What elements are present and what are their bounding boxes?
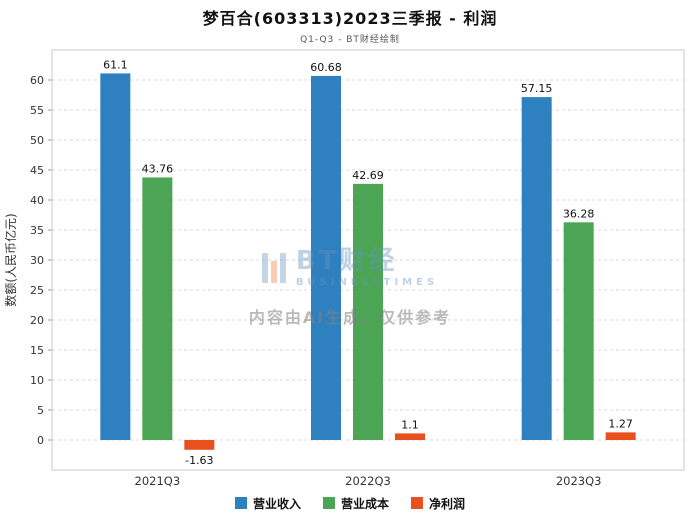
chart-title: 梦百合(603313)2023三季报 - 利润 xyxy=(202,9,498,28)
plot-border xyxy=(51,49,685,471)
bar-净利润-2023Q3 xyxy=(605,432,636,440)
chart-area: 0 5 10 15 20 25 30 35 40 45 50 55 60 数额(人民币亿元) 2021Q3 6… xyxy=(0,47,700,489)
x-tick-label: 2023Q3 xyxy=(556,474,602,488)
value-label: 1.1 xyxy=(401,418,419,431)
bar-净利润-2022Q3 xyxy=(395,433,425,440)
x-tick-label: 2021Q3 xyxy=(135,474,181,488)
y-tick-label: 55 xyxy=(30,104,44,117)
legend-item-cost: 营业成本 xyxy=(322,495,389,512)
y-tick-label: 60 xyxy=(30,74,44,87)
legend: 营业收入 营业成本 净利润 xyxy=(0,491,700,515)
value-label: 61.1 xyxy=(103,58,128,71)
bar-营业收入-2022Q3 xyxy=(311,75,341,441)
y-tick-label: 15 xyxy=(30,344,44,357)
value-label: -1.63 xyxy=(185,454,213,467)
bar-营业收入-2023Q3 xyxy=(521,97,552,440)
value-label: 36.28 xyxy=(563,207,595,220)
y-axis-label: 数额(人民币亿元) xyxy=(3,213,18,306)
chart-subtitle: Q1-Q3 - BT财经绘制 xyxy=(300,35,400,45)
legend-label-revenue: 营业收入 xyxy=(252,496,301,511)
value-label: 42.69 xyxy=(352,169,384,182)
y-tick-label: 30 xyxy=(30,254,44,267)
legend-item-revenue: 营业收入 xyxy=(234,495,301,512)
y-tick-label: 20 xyxy=(30,314,44,327)
legend-label-net-profit: 净利润 xyxy=(429,496,466,511)
y-tick-label: 0 xyxy=(37,434,44,447)
legend-label-cost: 营业成本 xyxy=(340,496,389,511)
legend-item-net-profit: 净利润 xyxy=(411,495,465,512)
bar-净利润-2021Q3 xyxy=(184,440,215,450)
value-label: 60.68 xyxy=(310,61,342,74)
y-tick-label: 45 xyxy=(30,164,44,177)
y-tick-label: 5 xyxy=(37,404,44,417)
profit-bar-chart: 0 5 10 15 20 25 30 35 40 45 50 55 60 数额(人民币亿元) 2021Q3 6… xyxy=(3,49,685,488)
y-tick-label: 40 xyxy=(30,194,44,207)
y-tick-label: 50 xyxy=(30,134,44,147)
value-label: 1.27 xyxy=(608,417,633,430)
chart-header: 梦百合(603313)2023三季报 - 利润 Q1-Q3 - BT财经绘制 xyxy=(0,0,700,45)
value-label: 43.76 xyxy=(142,162,174,175)
bar-营业成本-2023Q3 xyxy=(563,222,594,440)
value-label: 57.15 xyxy=(521,82,553,95)
y-tick-label: 25 xyxy=(30,284,44,297)
bar-营业收入-2021Q3 xyxy=(100,73,131,441)
x-tick-label: 2022Q3 xyxy=(345,474,391,488)
legend-swatch-revenue xyxy=(234,497,247,509)
y-tick-label: 10 xyxy=(30,374,44,387)
legend-swatch-net-profit xyxy=(411,497,423,509)
legend-swatch-cost xyxy=(322,497,335,509)
bar-营业成本-2021Q3 xyxy=(142,177,173,440)
y-tick-label: 35 xyxy=(30,224,44,237)
bar-营业成本-2022Q3 xyxy=(353,183,383,441)
